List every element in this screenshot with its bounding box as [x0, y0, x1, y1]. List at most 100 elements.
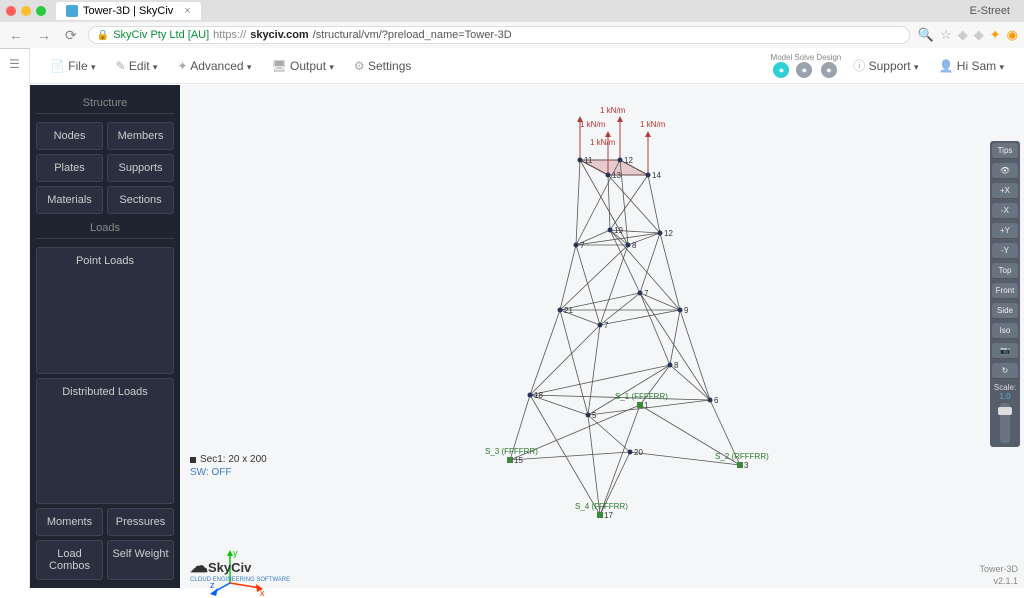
url-prefix: https:// [213, 29, 246, 41]
svg-text:S_3 (FFFFRR): S_3 (FFFFRR) [485, 447, 538, 456]
canvas-3d[interactable]: 1 kN/m1 kN/m1 kN/m1 kN/m1112131478191221… [180, 85, 1024, 588]
svg-text:9: 9 [684, 306, 689, 315]
search-icon[interactable]: 🔍 [918, 27, 934, 43]
url-company: SkyCiv Pty Ltd [AU] [113, 29, 209, 41]
user-menu[interactable]: 👤 Hi Sam ▾ [931, 55, 1013, 77]
svg-text:17: 17 [604, 511, 613, 520]
address-bar: ← → ⟳ 🔒 SkyCiv Pty Ltd [AU] https:// skyc… [0, 22, 1024, 48]
menu-edit[interactable]: ✎ Edit ▾ [108, 55, 166, 77]
ext2-icon[interactable]: ◆ [974, 27, 984, 43]
menu-output[interactable]: 🖥 Output ▾ [263, 55, 341, 77]
lock-icon: 🔒 [97, 30, 109, 41]
step-solve[interactable]: Solve● [794, 53, 814, 78]
svg-text:20: 20 [634, 448, 643, 457]
url-path: /structural/vm/?preload_name=Tower-3D [313, 29, 512, 41]
view-toolbar: Tips 👁 +X -X +Y -Y Top Front Side Iso 📷 ↻ Scale:1.0 [990, 141, 1020, 447]
sidebar-btn-moments[interactable]: Moments [36, 508, 103, 536]
tab-title: Tower-3D | SkyCiv [83, 5, 173, 17]
logo-sub: CLOUD ENGINEERING SOFTWARE [190, 577, 290, 583]
sidebar: Structure NodesMembersPlatesSupportsMater… [30, 85, 180, 588]
back-icon[interactable]: ← [6, 27, 26, 43]
svg-text:5: 5 [592, 411, 597, 420]
menu-settings[interactable]: ⚙ Settings [346, 55, 419, 77]
star-icon[interactable]: ☆ [940, 27, 952, 43]
svg-text:3: 3 [744, 461, 749, 470]
view-tool[interactable]: Iso [992, 323, 1018, 339]
sidebar-btn-self-weight[interactable]: Self Weight [107, 540, 174, 580]
window-controls[interactable] [6, 6, 46, 16]
svg-text:7: 7 [604, 321, 609, 330]
svg-text:12: 12 [624, 156, 633, 165]
tab-close-icon[interactable]: × [184, 5, 190, 17]
view-tool[interactable]: -Y [992, 243, 1018, 259]
svg-text:12: 12 [664, 229, 673, 238]
view-tool[interactable]: Front [992, 283, 1018, 299]
url-domain: skyciv.com [250, 29, 309, 41]
maximize-window-icon[interactable] [36, 6, 46, 16]
sidebar-btn-pressures[interactable]: Pressures [107, 508, 174, 536]
close-window-icon[interactable] [6, 6, 16, 16]
view-tool[interactable]: Tips [992, 143, 1018, 159]
view-tool[interactable]: +Y [992, 223, 1018, 239]
svg-text:11: 11 [584, 156, 593, 165]
view-tool[interactable]: -X [992, 203, 1018, 219]
sidebar-hdr: Structure [36, 93, 174, 114]
sidebar-btn-nodes[interactable]: Nodes [36, 122, 103, 150]
sidebar-btn-load-combos[interactable]: Load Combos [36, 540, 103, 580]
menu-file[interactable]: 📄 File ▾ [42, 55, 104, 77]
browser-chrome: Tower-3D | SkyCiv × E-Street ← → ⟳ 🔒 Sky… [0, 0, 1024, 49]
sidebar-btn-point-loads[interactable]: Point Loads [36, 247, 174, 374]
url-input[interactable]: 🔒 SkyCiv Pty Ltd [AU] https:// skyciv.com… [88, 26, 910, 44]
view-tool[interactable]: 👁 [992, 163, 1018, 179]
browser-profile: E-Street [970, 5, 1018, 17]
addr-right-icons: 🔍 ☆ ◆ ◆ ✦ ◉ [918, 27, 1018, 43]
tab-bar: Tower-3D | SkyCiv × E-Street [0, 0, 1024, 22]
minimize-window-icon[interactable] [21, 6, 31, 16]
svg-text:1: 1 [644, 401, 649, 410]
view-tool[interactable]: Side [992, 303, 1018, 319]
app-body: ☰ Structure NodesMembersPlatesSupportsMat… [0, 49, 1024, 588]
sidebar-btn-distributed-loads[interactable]: Distributed Loads [36, 378, 174, 505]
sidebar-btn-members[interactable]: Members [107, 122, 174, 150]
menu-advanced[interactable]: ✦ Advanced ▾ [169, 55, 259, 77]
favicon-icon [66, 5, 78, 17]
svg-text:6: 6 [714, 396, 719, 405]
scale-value: 1.0 [990, 392, 1020, 401]
legend-sw: SW: OFF [190, 467, 267, 478]
view-tool[interactable]: Top [992, 263, 1018, 279]
sidebar-btn-sections[interactable]: Sections [107, 186, 174, 214]
svg-text:S_1 (FFFFRR): S_1 (FFFFRR) [615, 392, 668, 401]
step-design[interactable]: Design● [816, 53, 841, 78]
svg-text:21: 21 [564, 306, 573, 315]
svg-text:1 kN/m: 1 kN/m [600, 106, 626, 115]
svg-text:1 kN/m: 1 kN/m [590, 138, 616, 147]
sidebar-btn-plates[interactable]: Plates [36, 154, 103, 182]
scale-label: Scale: [990, 383, 1020, 392]
browser-tab[interactable]: Tower-3D | SkyCiv × [56, 2, 201, 20]
svg-text:8: 8 [674, 361, 679, 370]
svg-text:S_2 (RFFFRR): S_2 (RFFFRR) [715, 452, 769, 461]
view-tool[interactable]: +X [992, 183, 1018, 199]
ext1-icon[interactable]: ◆ [958, 27, 968, 43]
scale-slider[interactable] [1000, 403, 1010, 443]
hamburger-button[interactable]: ☰ [0, 49, 30, 588]
ext3-icon[interactable]: ✦ [990, 27, 1001, 43]
svg-text:7: 7 [644, 289, 649, 298]
svg-text:18: 18 [534, 391, 543, 400]
support-menu[interactable]: ⓘ Support ▾ [845, 53, 926, 78]
svg-text:14: 14 [652, 171, 661, 180]
sidebar-hdr: Loads [36, 218, 174, 239]
ext4-icon[interactable]: ◉ [1007, 27, 1018, 43]
project-name: Tower-3D [979, 564, 1018, 574]
svg-text:13: 13 [612, 171, 621, 180]
legend-sec: Sec1: 20 x 200 [200, 454, 267, 465]
view-tool[interactable]: ↻ [992, 363, 1018, 379]
sidebar-btn-materials[interactable]: Materials [36, 186, 103, 214]
step-model[interactable]: Model● [771, 53, 793, 78]
reload-icon[interactable]: ⟳ [62, 27, 80, 44]
logo: ☁SkyCiv CLOUD ENGINEERING SOFTWARE [190, 556, 290, 583]
sidebar-btn-supports[interactable]: Supports [107, 154, 174, 182]
view-tool[interactable]: 📷 [992, 343, 1018, 359]
forward-icon[interactable]: → [34, 27, 54, 43]
app-topbar: 📄 File ▾✎ Edit ▾✦ Advanced ▾🖥 Output ▾⚙ … [30, 48, 1024, 84]
